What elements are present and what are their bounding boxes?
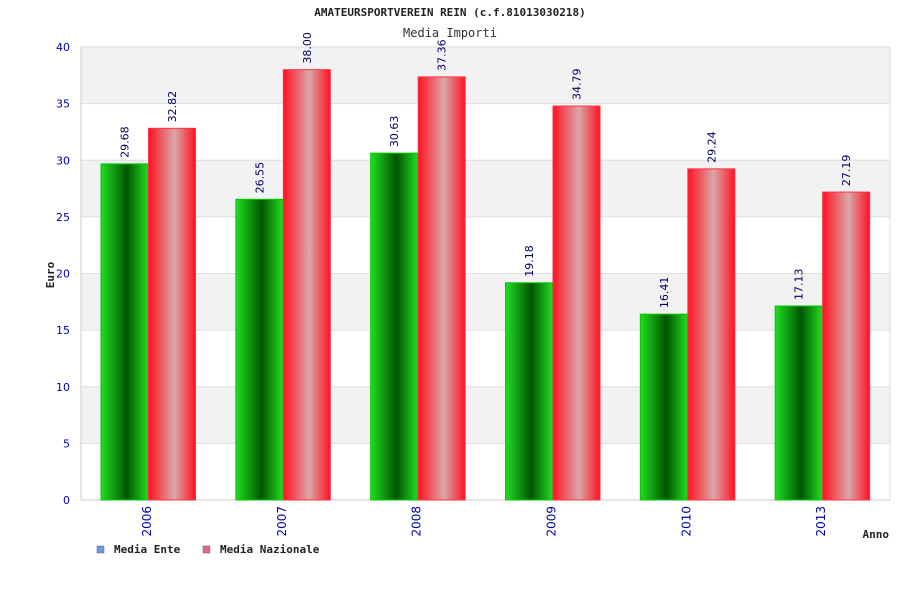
bar-media-ente [639, 313, 688, 501]
legend-label: Media Ente [114, 543, 181, 556]
bars [100, 69, 871, 501]
y-tick-label: 10 [56, 381, 70, 394]
plot-band [81, 443, 890, 500]
legend-item-media-ente: Media Ente [96, 543, 181, 556]
x-tick-label: 2009 [545, 506, 559, 537]
value-labels: 29.68 32.82 26.55 38.00 30.63 37.36 19.18 34.79… [119, 32, 854, 308]
x-tick-label: 2007 [275, 506, 289, 537]
x-tick-label: 2013 [814, 506, 828, 537]
legend-item-media-nazionale: Media Nazionale [202, 543, 320, 556]
y-tick-label: 20 [56, 268, 70, 281]
x-tick-label: 2006 [140, 506, 154, 537]
y-tick-label: 35 [56, 98, 70, 111]
value-label-media-ente: 29.68 [119, 126, 132, 158]
bar-media-nazionale [148, 127, 196, 501]
bar-media-nazionale [822, 191, 871, 501]
plot-band [81, 386, 890, 444]
value-label-media-nazionale: 34.79 [571, 69, 584, 101]
value-label-media-nazionale: 29.24 [705, 131, 718, 163]
legend: Media Ente Media Nazionale [96, 543, 320, 556]
plot-band [81, 103, 890, 161]
value-label-media-nazionale: 38.00 [301, 32, 314, 64]
value-label-media-nazionale: 32.82 [166, 91, 179, 123]
value-label-media-ente: 17.13 [793, 269, 806, 301]
y-tick-label: 5 [63, 437, 70, 450]
value-label-media-ente: 30.63 [388, 116, 401, 148]
x-tick-label: 2010 [679, 506, 693, 537]
plot-band [81, 216, 890, 274]
bar-media-ente [505, 282, 553, 501]
bar-media-nazionale [552, 105, 601, 501]
chart-subtitle: Media Importi [403, 26, 497, 40]
y-tick-label: 25 [56, 211, 70, 224]
plot-background [81, 47, 890, 500]
bar-media-ente [100, 163, 149, 501]
y-axis-label: Euro [44, 261, 57, 288]
x-tick-label: 2008 [410, 506, 424, 537]
bar-media-ente [370, 152, 419, 501]
bar-media-nazionale [282, 69, 331, 501]
legend-swatch [202, 545, 211, 554]
plot-band [81, 330, 890, 387]
chart-title: AMATEURSPORTVEREIN REIN (c.f.81013030218… [314, 6, 586, 19]
axes [80, 47, 891, 501]
value-label-media-nazionale: 27.19 [840, 155, 853, 187]
value-label-media-ente: 26.55 [253, 162, 266, 194]
y-tick-labels: 0 5 10 15 20 25 30 35 40 [56, 41, 70, 507]
legend-swatch [96, 545, 105, 554]
y-tick-label: 15 [56, 324, 70, 337]
y-tick-label: 40 [56, 41, 70, 54]
value-label-media-ente: 16.41 [658, 277, 671, 309]
bar-media-nazionale [687, 168, 736, 501]
x-axis-label: Anno [863, 528, 890, 541]
value-label-media-ente: 19.18 [523, 245, 536, 277]
y-tick-label: 30 [56, 154, 70, 167]
plot-band [81, 47, 890, 104]
plot-band [81, 273, 890, 331]
bar-media-ente [235, 198, 284, 501]
x-tick-labels: 2006 2007 2008 2009 2010 2013 [140, 506, 828, 537]
value-label-media-nazionale: 37.36 [436, 39, 449, 71]
y-tick-label: 0 [63, 494, 70, 507]
bar-media-ente [774, 305, 823, 501]
bar-media-nazionale [417, 76, 466, 501]
plot-band [81, 160, 890, 217]
legend-label: Media Nazionale [220, 543, 320, 556]
